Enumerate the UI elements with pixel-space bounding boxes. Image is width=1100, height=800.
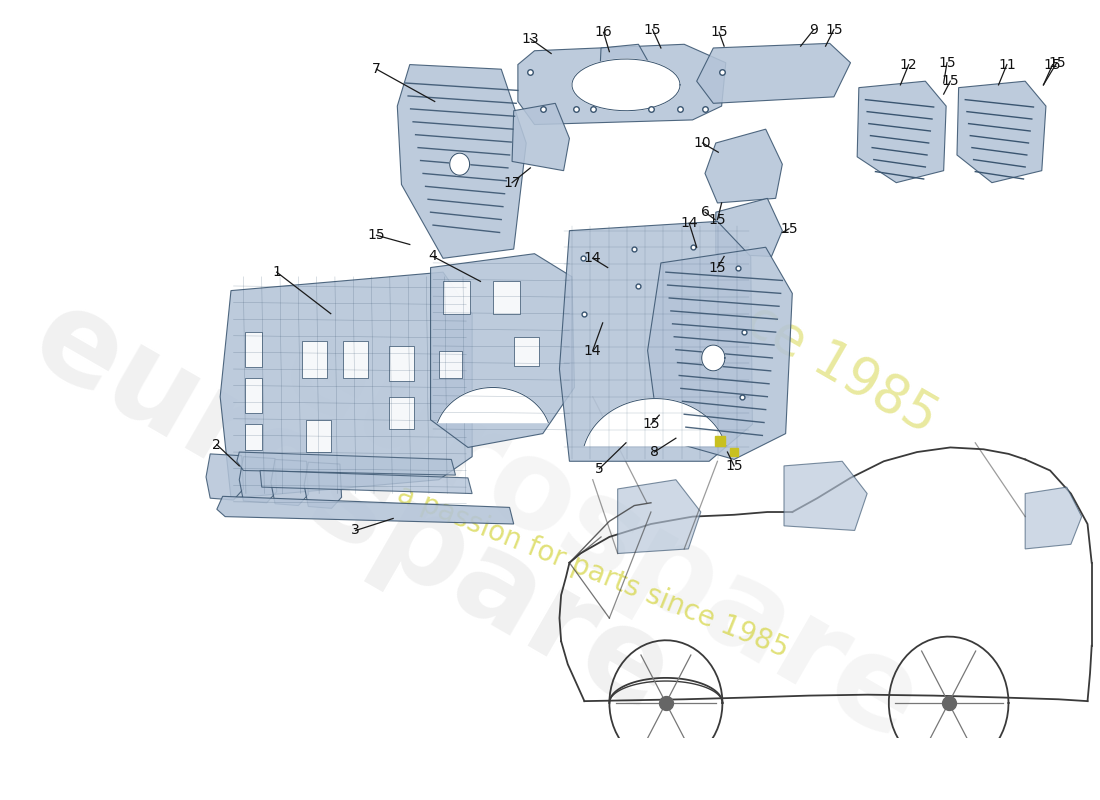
Polygon shape [443, 282, 470, 314]
Polygon shape [260, 470, 472, 494]
Polygon shape [1025, 487, 1081, 549]
Text: 15: 15 [711, 26, 728, 39]
Polygon shape [439, 350, 462, 378]
Polygon shape [220, 272, 472, 498]
Text: since 1985: since 1985 [671, 256, 947, 445]
Text: 16: 16 [595, 26, 613, 39]
Text: 1: 1 [273, 265, 282, 279]
Text: 15: 15 [780, 222, 798, 236]
Text: 15: 15 [725, 459, 742, 473]
Text: a passion for parts since 1985: a passion for parts since 1985 [393, 481, 792, 663]
Text: 15: 15 [1044, 58, 1061, 71]
Polygon shape [702, 345, 725, 371]
Polygon shape [271, 459, 308, 506]
Text: 9: 9 [808, 23, 817, 38]
Polygon shape [957, 81, 1046, 182]
Text: 2: 2 [212, 438, 221, 452]
Text: 14: 14 [681, 216, 698, 230]
Text: 15: 15 [942, 74, 959, 88]
Polygon shape [513, 103, 570, 170]
Text: 15: 15 [644, 22, 661, 37]
Text: 3: 3 [351, 523, 360, 538]
Polygon shape [389, 346, 414, 381]
Text: 13: 13 [521, 32, 539, 46]
Polygon shape [438, 387, 548, 422]
Text: 15: 15 [708, 213, 726, 226]
Text: 15: 15 [938, 56, 956, 70]
Polygon shape [784, 462, 867, 530]
Text: eurospare: eurospare [261, 304, 942, 766]
Polygon shape [716, 198, 782, 257]
Text: 11: 11 [998, 58, 1015, 71]
Polygon shape [696, 43, 850, 103]
Polygon shape [648, 247, 792, 459]
Text: 7: 7 [372, 62, 381, 76]
Polygon shape [450, 153, 470, 175]
Polygon shape [572, 59, 680, 110]
Polygon shape [397, 65, 526, 258]
Polygon shape [389, 397, 414, 429]
Text: 15: 15 [708, 261, 726, 274]
Text: 17: 17 [503, 176, 521, 190]
Polygon shape [514, 337, 539, 366]
Polygon shape [560, 222, 752, 462]
Polygon shape [343, 342, 368, 378]
Polygon shape [245, 332, 262, 367]
Polygon shape [430, 254, 574, 447]
Text: 14: 14 [584, 343, 602, 358]
Polygon shape [618, 480, 701, 554]
Polygon shape [305, 462, 342, 508]
Text: 15: 15 [825, 22, 843, 37]
Polygon shape [245, 378, 262, 414]
Text: 10: 10 [694, 136, 712, 150]
Polygon shape [245, 424, 262, 450]
Polygon shape [584, 398, 726, 446]
Polygon shape [301, 342, 327, 378]
Text: 6: 6 [701, 205, 710, 219]
Text: 15: 15 [367, 228, 385, 242]
Polygon shape [206, 454, 243, 500]
Polygon shape [217, 496, 514, 524]
Polygon shape [705, 129, 782, 203]
Text: 15: 15 [1048, 56, 1066, 70]
Text: 5: 5 [595, 462, 604, 476]
Polygon shape [493, 282, 519, 314]
Polygon shape [240, 457, 277, 502]
Polygon shape [600, 44, 651, 85]
Polygon shape [306, 420, 331, 452]
Text: 8: 8 [650, 445, 659, 459]
Text: 4: 4 [429, 250, 438, 263]
Polygon shape [857, 81, 946, 182]
Text: 15: 15 [642, 418, 660, 431]
Text: 14: 14 [584, 251, 602, 266]
Polygon shape [518, 44, 726, 125]
Text: 12: 12 [900, 58, 917, 71]
Text: eurospare: eurospare [11, 276, 692, 738]
Polygon shape [236, 452, 455, 475]
